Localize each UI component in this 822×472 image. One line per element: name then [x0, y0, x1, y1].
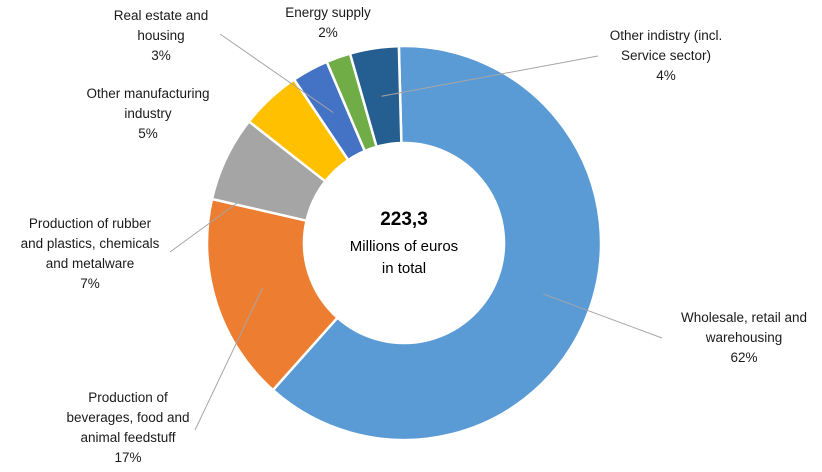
- slice-value-label-3: 5%: [138, 126, 158, 141]
- slice-label-0-line-0: Wholesale, retail and: [681, 310, 807, 325]
- leader-line-4: [219, 33, 334, 113]
- leader-line-group: [169, 33, 663, 431]
- label-group: Wholesale, retail and warehousing 62% Produ…: [21, 5, 807, 465]
- slice-label-4-line-0: Real estate and: [114, 8, 209, 23]
- slice-group: [205, 44, 603, 442]
- slice-label-2-line-1: and plastics, chemicals: [21, 236, 160, 251]
- slice-label-3-line-0: Other manufacturing: [86, 86, 209, 101]
- slice-label-2-line-0: Production of rubber: [29, 216, 152, 231]
- slice-label-3-line-1: industry: [124, 106, 172, 121]
- center-total-value: 223,3: [380, 209, 428, 230]
- slice-value-label-6: 4%: [656, 68, 676, 83]
- slice-label-6-line-0: Other indistry (incl.: [610, 28, 723, 43]
- leader-line-2: [169, 178, 271, 253]
- center-label: 223,3 Millions of euros in total: [350, 209, 458, 277]
- slice-label-6-line-1: Service sector): [621, 48, 711, 63]
- slice-6: [348, 44, 403, 149]
- center-unit-line-1: Millions of euros: [350, 238, 458, 255]
- slice-0: [271, 44, 603, 442]
- slice-value-label-2: 7%: [80, 276, 100, 291]
- slice-label-1-line-1: beverages, food and: [66, 410, 189, 425]
- leader-line-6: [381, 55, 599, 97]
- slice-label-5-line-0: Energy supply: [285, 5, 371, 20]
- slice-value-label-0: 62%: [730, 350, 757, 365]
- leader-line-0: [543, 293, 663, 339]
- slice-value-label-4: 3%: [151, 48, 171, 63]
- slice-value-label-5: 2%: [318, 25, 338, 40]
- slice-1: [205, 197, 340, 392]
- slice-label-1-line-2: animal feedstuff: [80, 430, 175, 445]
- slice-label-4-line-1: housing: [137, 28, 184, 43]
- slice-label-0-line-1: warehousing: [705, 330, 783, 345]
- leader-line-1: [194, 287, 263, 431]
- slice-label-1-line-0: Production of: [88, 390, 168, 405]
- center-unit-line-2: in total: [382, 260, 426, 277]
- slice-label-2-line-2: and metalware: [46, 256, 135, 271]
- slice-value-label-1: 17%: [114, 450, 141, 465]
